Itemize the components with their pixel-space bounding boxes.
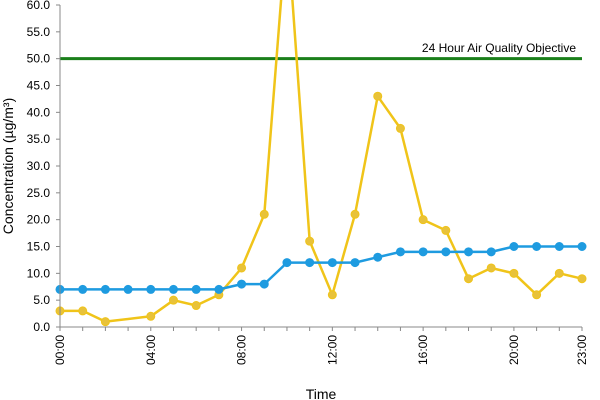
- y-tick-label: 55.0: [27, 25, 51, 39]
- series-1-point: [464, 247, 474, 257]
- y-tick-label: 15.0: [27, 240, 51, 254]
- series-0-point: [418, 215, 428, 225]
- series-1-point: [259, 279, 269, 289]
- y-tick-label: 25.0: [27, 186, 51, 200]
- y-tick-label: 50.0: [27, 52, 51, 66]
- y-tick-label: 40.0: [27, 105, 51, 119]
- x-tick-label: 16:00: [416, 335, 430, 365]
- reference-line-label: 24 Hour Air Quality Objective: [422, 41, 576, 55]
- y-tick-label: 60.0: [27, 0, 51, 12]
- series-1: [55, 242, 587, 294]
- series-1-point: [441, 247, 451, 257]
- series-0-point: [191, 301, 201, 311]
- series-1-point: [168, 284, 178, 294]
- series-1-point: [532, 242, 542, 251]
- series-1-point: [577, 242, 587, 251]
- series-1-point: [146, 284, 156, 294]
- series-0-point: [441, 225, 451, 235]
- x-tick-label: 12:00: [325, 335, 339, 365]
- series-0-point: [350, 209, 360, 219]
- series-1-point: [350, 258, 360, 268]
- y-tick-label: 30.0: [27, 159, 51, 173]
- series-0-point: [305, 236, 315, 246]
- series-1-point: [418, 247, 428, 257]
- x-tick-label: 20:00: [507, 335, 521, 365]
- series-0-point: [486, 263, 496, 273]
- series-0-point: [168, 295, 178, 305]
- y-tick-label: 20.0: [27, 213, 51, 227]
- series-0-point: [509, 268, 519, 278]
- series-1-point: [123, 284, 133, 294]
- x-tick-label: 04:00: [144, 335, 158, 365]
- y-tick-label: 5.0: [33, 293, 50, 307]
- series-0: [55, 0, 587, 327]
- series-0-point: [237, 263, 247, 273]
- series-1-point: [282, 258, 292, 268]
- series-0-point: [146, 311, 156, 321]
- y-tick-label: 45.0: [27, 79, 51, 93]
- x-tick-label: 23:00: [575, 335, 589, 365]
- y-tick-label: 10.0: [27, 266, 51, 280]
- series-1-point: [237, 279, 247, 289]
- x-tick-label: 00:00: [53, 335, 67, 365]
- series-0-point: [554, 268, 564, 278]
- series-1-point: [305, 258, 315, 268]
- series-1-point: [373, 252, 383, 262]
- series-0-point: [78, 306, 88, 316]
- y-tick-label: 35.0: [27, 132, 51, 146]
- x-tick-label: 08:00: [235, 335, 249, 365]
- series-1-point: [395, 247, 405, 257]
- y-axis-title: Concentration (µg/m³): [0, 98, 16, 234]
- series-0-point: [327, 290, 337, 300]
- series-0-point: [395, 123, 405, 133]
- series-0-point: [259, 209, 269, 219]
- series-1-point: [486, 247, 496, 257]
- y-tick-label: 0.0: [33, 320, 50, 334]
- series-1-point: [554, 242, 564, 251]
- series-1-point: [78, 284, 88, 294]
- x-axis-title: Time: [306, 386, 337, 400]
- series-1-point: [214, 284, 224, 294]
- series-0-point: [532, 290, 542, 300]
- series-1-point: [327, 258, 337, 268]
- series-0-point: [464, 274, 474, 284]
- series-0-point: [373, 91, 383, 101]
- series-1-point: [509, 242, 519, 251]
- series-1-point: [100, 284, 110, 294]
- series-1-point: [191, 284, 201, 294]
- series-0-point: [100, 317, 110, 327]
- series-0-point: [577, 274, 587, 284]
